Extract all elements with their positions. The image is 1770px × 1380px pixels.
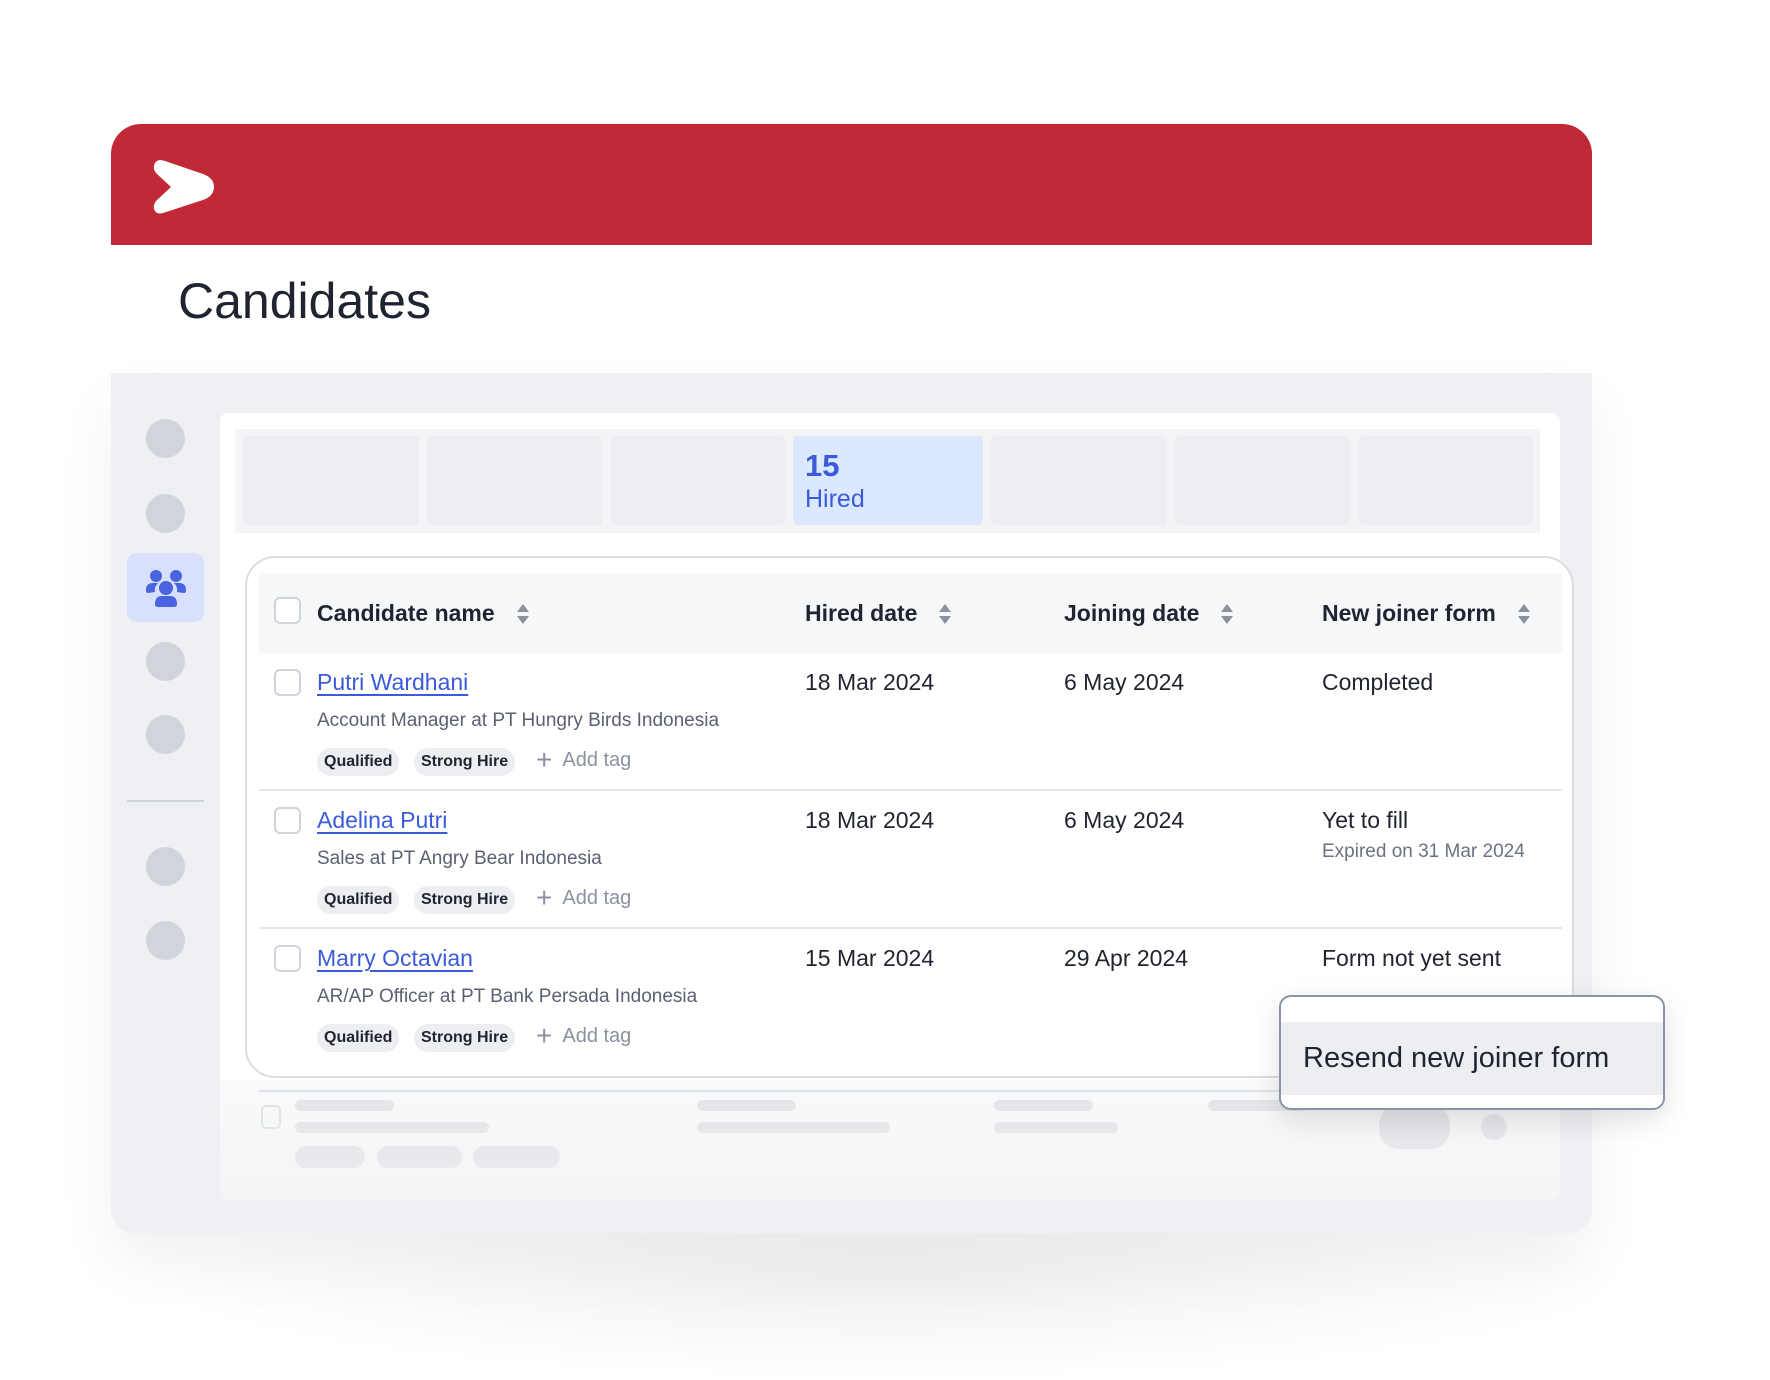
sidebar-item-candidates[interactable]: [127, 553, 204, 622]
stat-tile[interactable]: [991, 436, 1167, 525]
page-title: Candidates: [178, 273, 431, 329]
resend-new-joiner-form-item[interactable]: Resend new joiner form: [1281, 1022, 1663, 1095]
context-menu: Resend new joiner form: [1279, 995, 1665, 1110]
row-checkbox[interactable]: [274, 945, 301, 972]
candidate-subtitle: Account Manager at PT Hungry Birds Indon…: [317, 710, 720, 731]
joining-date: 29 Apr 2024: [1064, 945, 1189, 971]
stat-tile[interactable]: [1175, 436, 1350, 525]
plus-icon: +: [536, 744, 553, 775]
candidate-name-link[interactable]: Marry Octavian: [317, 945, 473, 971]
add-tag-label: Add tag: [562, 748, 632, 771]
column-hired-date[interactable]: Hired date: [805, 600, 952, 627]
sidebar-divider: [127, 800, 204, 802]
sidebar-item[interactable]: [146, 642, 185, 681]
hired-date: 18 Mar 2024: [805, 807, 935, 833]
column-label: Hired date: [805, 600, 918, 626]
hired-label: Hired: [805, 485, 865, 513]
column-label: Joining date: [1064, 600, 1200, 626]
chevron-arrow-logo[interactable]: [151, 156, 217, 218]
candidate-subtitle: Sales at PT Angry Bear Indonesia: [317, 848, 602, 869]
form-status: Yet to fill: [1322, 807, 1409, 833]
hired-date: 18 Mar 2024: [805, 669, 935, 695]
sidebar-item[interactable]: [146, 494, 185, 533]
table-header: [259, 573, 1562, 653]
stat-tile[interactable]: [1359, 436, 1533, 525]
column-label: New joiner form: [1322, 600, 1496, 626]
select-all-checkbox[interactable]: [274, 597, 301, 624]
stat-tile[interactable]: [427, 436, 602, 525]
column-new-joiner-form[interactable]: New joiner form: [1322, 600, 1530, 627]
stat-tile[interactable]: [243, 436, 419, 525]
row-divider: [259, 927, 1562, 929]
candidate-name-link[interactable]: Adelina Putri: [317, 807, 448, 833]
column-candidate-name[interactable]: Candidate name: [317, 600, 529, 627]
tag-strong-hire[interactable]: Strong Hire: [414, 1024, 516, 1052]
plus-icon: +: [536, 1020, 553, 1051]
people-group-icon: [145, 569, 186, 607]
sort-icon[interactable]: [1221, 603, 1234, 625]
tag-qualified[interactable]: Qualified: [317, 1024, 400, 1052]
sidebar-item[interactable]: [146, 419, 185, 458]
add-tag-label: Add tag: [562, 1024, 632, 1047]
row-divider: [259, 789, 1562, 791]
sidebar-item[interactable]: [146, 921, 185, 960]
sort-icon[interactable]: [516, 603, 529, 625]
app-header: [111, 124, 1592, 245]
joining-date: 6 May 2024: [1064, 669, 1185, 695]
sidebar-item[interactable]: [146, 715, 185, 754]
sort-icon[interactable]: [939, 603, 952, 625]
joining-date: 6 May 2024: [1064, 807, 1185, 833]
row-checkbox[interactable]: [274, 807, 301, 834]
hired-count: 15: [805, 448, 840, 483]
row-checkbox[interactable]: [274, 669, 301, 696]
column-label: Candidate name: [317, 600, 495, 626]
hired-date: 15 Mar 2024: [805, 945, 935, 971]
column-joining-date[interactable]: Joining date: [1064, 600, 1234, 627]
candidate-name-link[interactable]: Putri Wardhani: [317, 669, 469, 695]
stat-tile[interactable]: [611, 436, 785, 525]
tag-qualified[interactable]: Qualified: [317, 886, 400, 914]
form-status: Completed: [1322, 669, 1434, 695]
add-tag-button[interactable]: + Add tag: [536, 1022, 631, 1050]
sidebar-item[interactable]: [146, 847, 185, 886]
candidate-subtitle: AR/AP Officer at PT Bank Persada Indones…: [317, 986, 698, 1007]
sort-icon[interactable]: [1517, 603, 1530, 625]
plus-icon: +: [536, 882, 553, 913]
form-status: Form not yet sent: [1322, 945, 1501, 971]
stat-tile-hired[interactable]: 15 Hired: [793, 436, 983, 525]
tag-strong-hire[interactable]: Strong Hire: [414, 748, 516, 776]
add-tag-button[interactable]: + Add tag: [536, 884, 631, 912]
tag-strong-hire[interactable]: Strong Hire: [414, 886, 516, 914]
tag-qualified[interactable]: Qualified: [317, 748, 400, 776]
form-expiry-note: Expired on 31 Mar 2024: [1322, 841, 1525, 862]
add-tag-label: Add tag: [562, 886, 632, 909]
add-tag-button[interactable]: + Add tag: [536, 746, 631, 774]
